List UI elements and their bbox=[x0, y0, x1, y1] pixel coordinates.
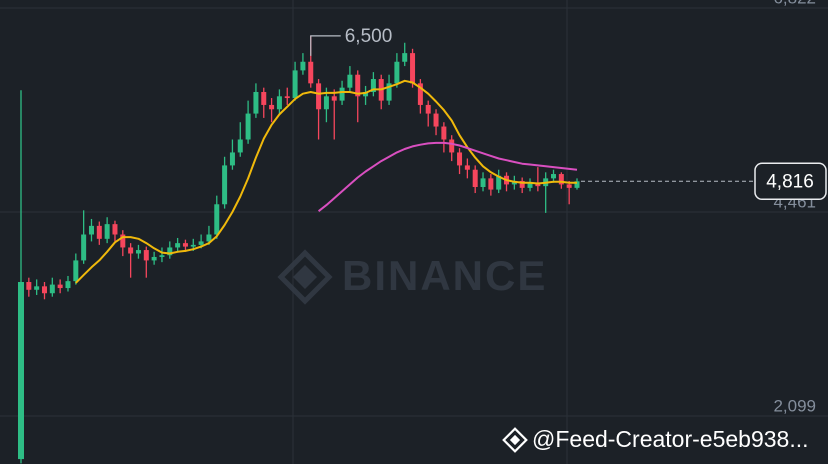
candle-body bbox=[331, 96, 337, 101]
footer-logo bbox=[502, 427, 528, 453]
candle-body bbox=[488, 178, 494, 190]
candle-body bbox=[143, 250, 149, 261]
candle-body bbox=[151, 256, 157, 261]
candle-body bbox=[574, 181, 580, 188]
candle-body bbox=[198, 241, 204, 245]
candle-body bbox=[96, 225, 102, 239]
candle-body bbox=[300, 61, 306, 71]
candle-body bbox=[464, 165, 470, 170]
candle-body bbox=[363, 91, 369, 97]
footer-text: @Feed-Creator-e5eb938... bbox=[532, 426, 809, 452]
candle-body bbox=[433, 113, 439, 127]
candle-body bbox=[182, 243, 188, 247]
last-price-label: 4,816 bbox=[766, 171, 814, 192]
candle-body bbox=[551, 174, 557, 179]
candle-body bbox=[112, 224, 118, 235]
candle-body bbox=[449, 139, 455, 153]
candle-body bbox=[339, 87, 345, 101]
candle-body bbox=[41, 286, 47, 294]
candle-body bbox=[57, 284, 63, 289]
candle-body bbox=[34, 286, 40, 290]
max-marker-label: 6,500 bbox=[345, 26, 393, 47]
candle-body bbox=[276, 96, 282, 110]
candle-body bbox=[167, 247, 173, 256]
candle-body bbox=[175, 243, 181, 248]
candle-body bbox=[527, 182, 533, 188]
candle-body bbox=[88, 225, 94, 235]
candle-body bbox=[190, 244, 196, 247]
candle-body bbox=[410, 53, 416, 84]
candle-body bbox=[386, 83, 392, 101]
candle-body bbox=[496, 175, 502, 190]
candle-body bbox=[480, 178, 486, 187]
candle-body bbox=[261, 91, 267, 105]
candle-body bbox=[370, 79, 376, 92]
moving-average-line bbox=[75, 79, 577, 284]
moving-average-line bbox=[317, 141, 578, 212]
candle-body bbox=[214, 204, 220, 235]
candle-body bbox=[26, 282, 32, 290]
watermark-logo bbox=[277, 249, 333, 305]
candle-body bbox=[519, 180, 525, 188]
candle-body bbox=[135, 250, 141, 254]
watermark: BINANCE bbox=[277, 249, 547, 305]
candle-body bbox=[417, 83, 423, 105]
candle-body bbox=[81, 234, 87, 261]
candle-body bbox=[292, 70, 298, 99]
candle-body bbox=[316, 83, 322, 110]
candle-body bbox=[128, 247, 134, 254]
candle-body bbox=[253, 91, 259, 114]
y-tick-label: 2,099 bbox=[773, 396, 816, 415]
candle-body bbox=[308, 61, 314, 84]
candle-body bbox=[355, 74, 361, 97]
candle-body bbox=[245, 113, 251, 140]
candle-body bbox=[441, 126, 447, 140]
candle-body bbox=[394, 61, 400, 84]
candle-body bbox=[104, 224, 110, 239]
candle-body bbox=[237, 139, 243, 153]
candle-body bbox=[425, 104, 431, 114]
candle-body bbox=[120, 234, 126, 248]
last-price-box bbox=[754, 162, 827, 201]
candle-body bbox=[73, 260, 79, 282]
candle-body bbox=[65, 281, 71, 289]
candle-body bbox=[347, 74, 353, 88]
candle-body bbox=[457, 152, 463, 166]
candle-body bbox=[402, 53, 408, 62]
candle-body bbox=[269, 104, 275, 110]
watermark-text: BINANCE bbox=[342, 252, 547, 299]
candle-body bbox=[222, 165, 228, 205]
candle-body bbox=[284, 96, 290, 99]
candle-body bbox=[206, 234, 212, 242]
candle-body bbox=[49, 284, 55, 294]
candle-body bbox=[323, 96, 329, 110]
y-tick-label: 6,822 bbox=[773, 0, 816, 8]
candle-body bbox=[18, 282, 24, 460]
candle-body bbox=[558, 174, 564, 185]
candle-body bbox=[566, 184, 572, 188]
candle-body bbox=[472, 169, 478, 187]
candle-body bbox=[159, 255, 165, 257]
candle-body bbox=[229, 152, 235, 166]
max-marker-line bbox=[310, 35, 341, 56]
